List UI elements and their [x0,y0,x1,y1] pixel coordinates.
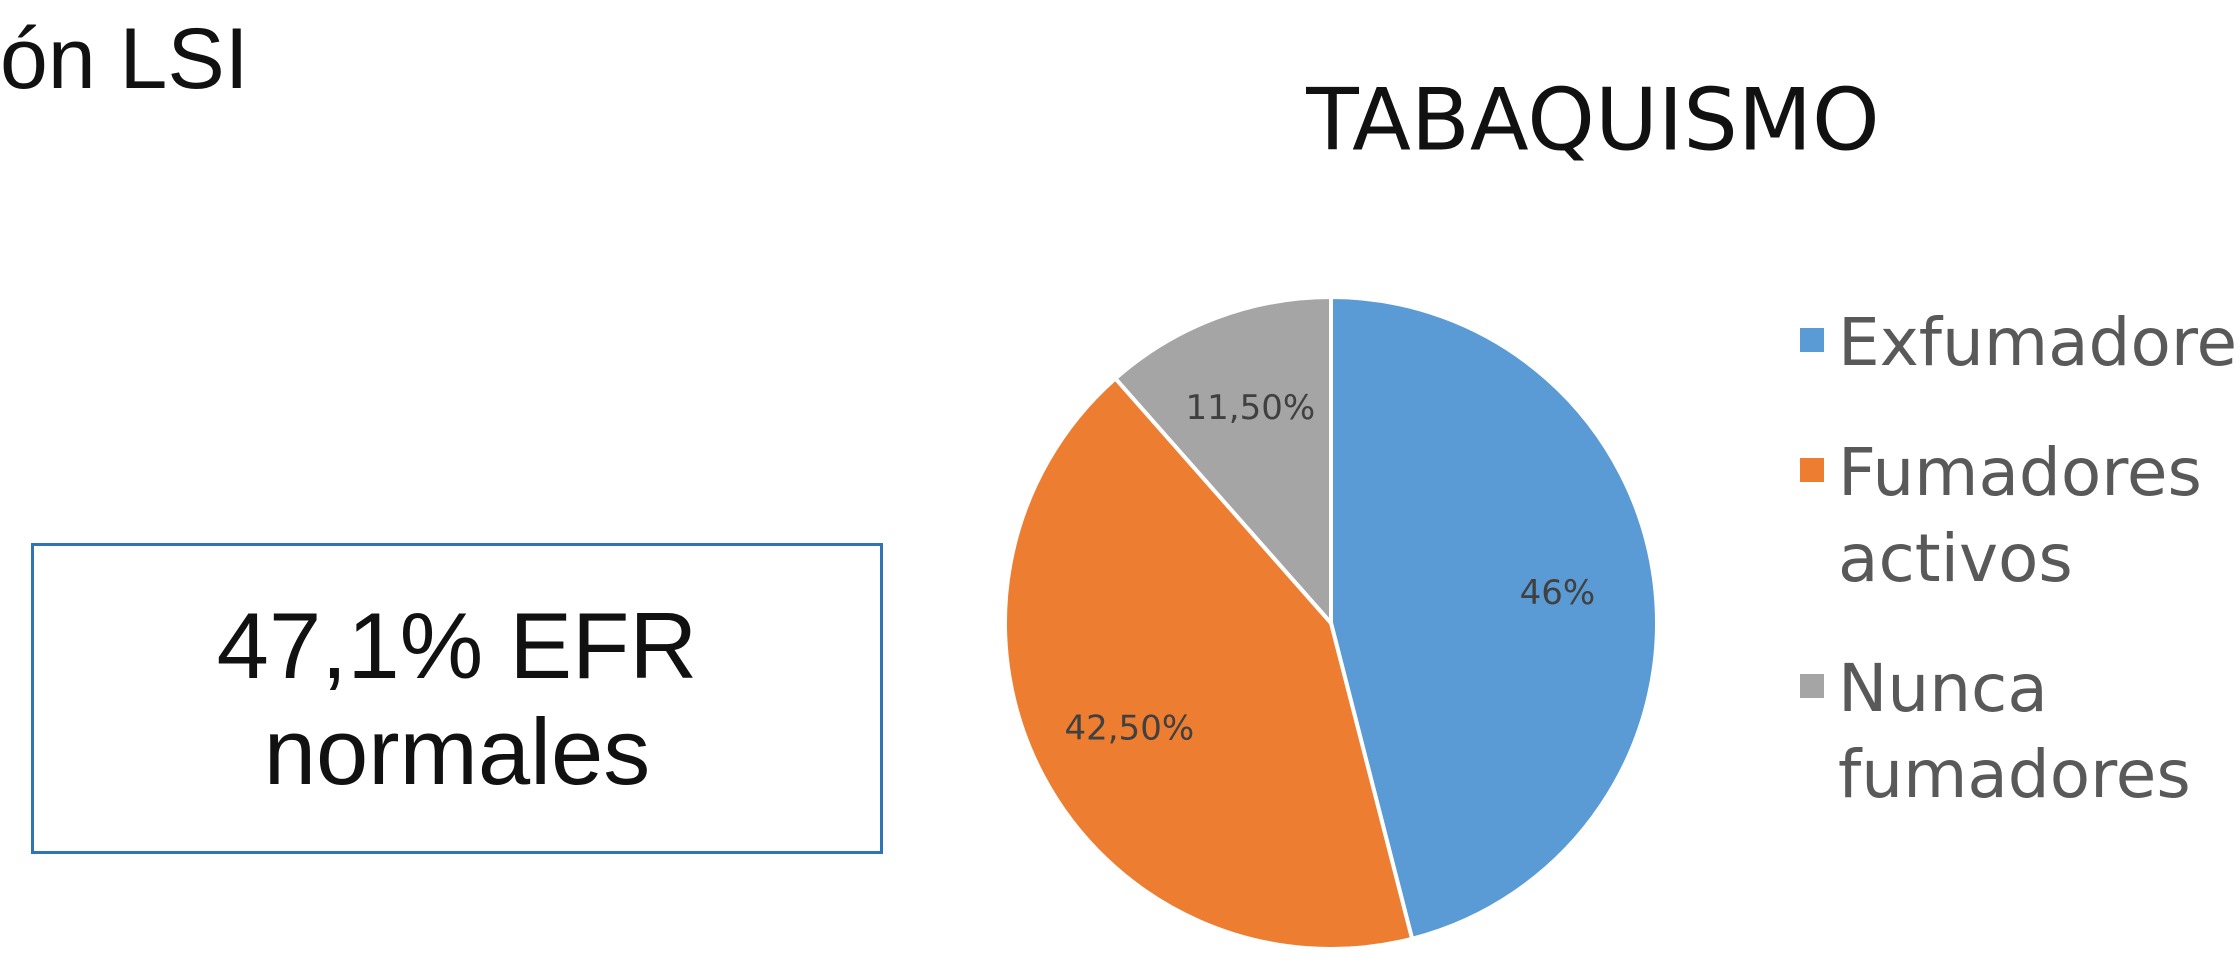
callout-box: 47,1% EFR normales [31,543,883,854]
legend-swatch [1800,328,1824,352]
legend-item: Nunca fumadores [1800,646,2240,818]
legend-swatch [1800,458,1824,482]
data-label: 11,50% [1186,388,1316,428]
legend-item: Exfumadores [1800,300,2240,386]
legend-label: Fumadores activos [1838,434,2202,597]
data-label: 42,50% [1064,708,1194,748]
callout-text: 47,1% EFR normales [216,592,698,804]
legend-label: Nunca fumadores [1838,650,2191,813]
pie-slice [1112,294,1333,629]
pie-slice [1329,294,1659,942]
chart-title: TABAQUISMO [1305,70,1880,170]
data-label: 46% [1520,573,1596,613]
legend-item: Fumadores activos [1800,430,2240,602]
legend-swatch [1800,674,1824,698]
legend-label: Exfumadores [1838,304,2240,381]
legend: Exfumadores Fumadores activos Nunca fumado… [1800,300,2240,862]
pie-slice [1003,375,1415,951]
heading: ón LSI [0,11,249,107]
